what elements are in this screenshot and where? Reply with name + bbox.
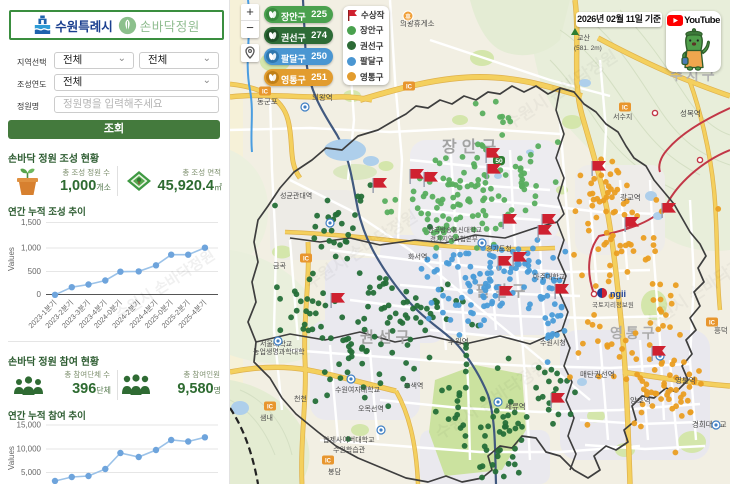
svg-text:IC: IC [303,257,310,263]
svg-text:한국방송통신대학교: 한국방송통신대학교 [428,225,482,234]
svg-text:1,000: 1,000 [21,244,42,253]
svg-text:농업생명과학대학: 농업생명과학대학 [253,347,305,356]
svg-text:봉담: 봉담 [328,467,341,476]
svg-text:수원역: 수원역 [448,336,469,346]
svg-text:15,000: 15,000 [17,421,42,430]
svg-text:매탄권선역: 매탄권선역 [580,369,615,379]
svg-text:성복역: 성복역 [680,108,701,118]
svg-text:국토지리정보원: 국토지리정보원 [592,300,634,309]
svg-text:교산: 교산 [577,33,590,42]
svg-text:의왕역: 의왕역 [312,92,333,102]
svg-text:아주대학교: 아주대학교 [533,272,566,281]
svg-text:500: 500 [28,267,42,276]
svg-text:동군포: 동군포 [257,97,278,106]
svg-text:의왕휴게소: 의왕휴게소 [400,18,435,28]
svg-text:0: 0 [37,290,42,299]
svg-text:서수지: 서수지 [613,112,632,121]
svg-text:광교역: 광교역 [620,192,641,202]
svg-text:양호역: 양호역 [630,395,651,405]
svg-text:수원시청: 수원시청 [540,338,566,347]
svg-text:ngii: ngii [610,289,626,299]
svg-text:고색역: 고색역 [404,381,423,390]
svg-text:천천: 천천 [294,394,307,403]
svg-text:Values: Values [7,247,16,271]
svg-text:IC: IC [325,459,332,465]
svg-text:IC: IC [709,321,716,327]
svg-text:1,500: 1,500 [21,218,42,227]
svg-text:성균관대역: 성균관대역 [280,191,312,200]
svg-text:(581. 2m): (581. 2m) [574,45,602,52]
svg-text:10,000: 10,000 [17,445,42,454]
svg-text:IC: IC [267,405,274,411]
svg-text:IC: IC [262,90,269,96]
svg-text:휴: 휴 [405,13,411,21]
svg-text:세류역: 세류역 [505,401,526,411]
svg-text:5,000: 5,000 [21,468,42,477]
svg-text:흥덕: 흥덕 [714,325,728,335]
svg-text:샘내: 샘내 [260,413,273,422]
svg-text:경기도청: 경기도청 [486,244,512,253]
svg-text:IC: IC [622,106,629,112]
svg-text:Values: Values [7,446,16,470]
svg-text:금곡: 금곡 [273,262,286,270]
svg-text:수원여자대학교: 수원여자대학교 [335,385,381,394]
svg-text:경희대학교: 경희대학교 [692,419,727,429]
svg-text:50: 50 [495,158,503,165]
svg-text:합제사이버대학교: 합제사이버대학교 [323,435,375,444]
svg-text:수원학습관: 수원학습관 [333,445,366,454]
svg-text:경기지역시험본부: 경기지역시험본부 [430,234,478,243]
svg-text:영통구: 영통구 [610,325,658,341]
svg-text:영통역: 영통역 [675,375,696,385]
svg-text:IC: IC [406,85,413,91]
svg-text:오목선역: 오목선역 [358,404,384,413]
svg-text:권선구: 권선구 [360,328,413,346]
svg-text:화서역: 화서역 [408,252,427,261]
